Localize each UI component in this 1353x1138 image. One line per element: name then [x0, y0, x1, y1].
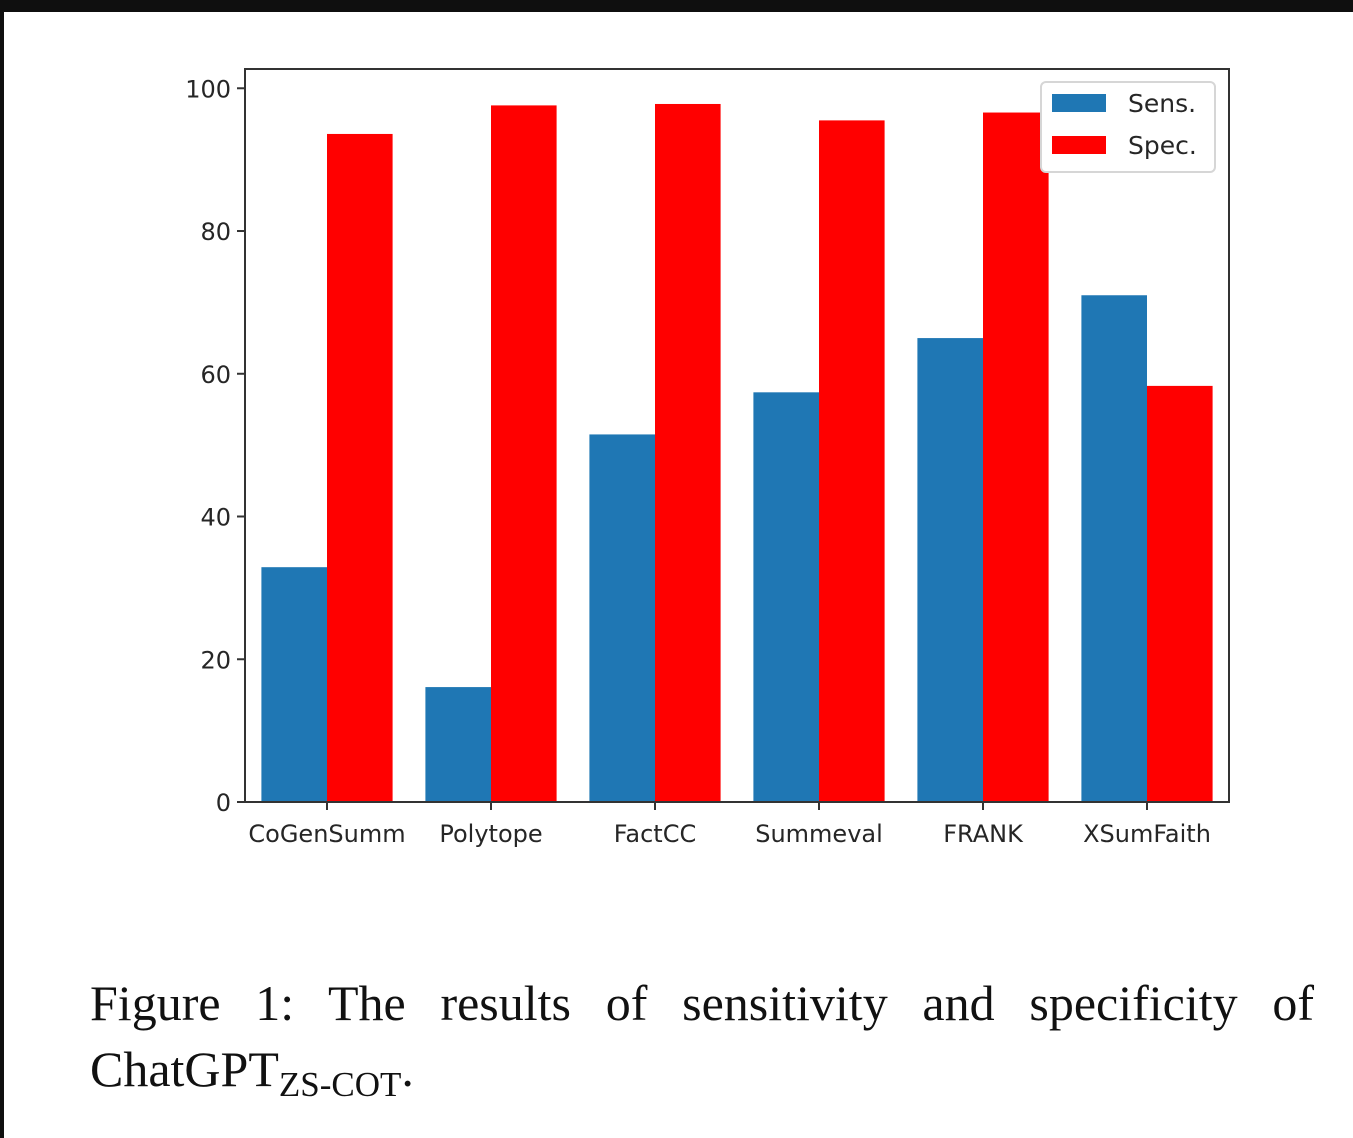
- bar-spec-xsumfaith: [1147, 385, 1213, 802]
- x-tick-label: CoGenSumm: [248, 820, 405, 848]
- x-tick-label: Summeval: [755, 820, 883, 848]
- x-tick-label: FactCC: [614, 820, 696, 848]
- caption-period: .: [401, 1041, 414, 1097]
- figure-caption: Figure 1: The results of sensitivity and…: [90, 970, 1314, 1102]
- legend-swatch-sens: [1052, 94, 1106, 112]
- bars-group: [261, 103, 1213, 803]
- y-tick-label: 0: [216, 789, 231, 817]
- bar-chart: 0 20 40 60 80 100 CoGenSumm Polytope FactCC Summ…: [185, 68, 1230, 848]
- figure-page: 0 20 40 60 80 100 CoGenSumm Polytope FactCC Summ…: [4, 12, 1353, 1138]
- caption-subscript: ZS-COT: [278, 1065, 402, 1104]
- bar-spec-frank: [983, 112, 1049, 803]
- bar-sens-xsumfaith: [1081, 295, 1147, 802]
- caption-line-2: ChatGPTZS-COT.: [90, 1041, 414, 1102]
- legend-label-spec: Spec.: [1128, 131, 1197, 160]
- y-tick-label: 100: [185, 75, 231, 103]
- x-tick-label: FRANK: [943, 820, 1024, 848]
- bar-spec-polytope: [491, 105, 557, 802]
- x-tick-label: Polytope: [439, 820, 542, 848]
- legend: Sens. Spec.: [1040, 81, 1216, 173]
- y-tick-label: 40: [200, 504, 231, 532]
- y-tick-label: 80: [200, 218, 231, 246]
- plot-frame: [244, 68, 1230, 803]
- caption-chatgpt: ChatGPT: [90, 1041, 279, 1097]
- bar-spec-summeval: [819, 120, 885, 803]
- bar-sens-polytope: [425, 687, 491, 802]
- bar-sens-summeval: [753, 392, 819, 802]
- x-axis: CoGenSumm Polytope FactCC Summeval FRANK XSum…: [248, 802, 1211, 848]
- y-axis: 0 20 40 60 80 100: [185, 75, 245, 817]
- y-tick-label: 20: [200, 646, 231, 674]
- legend-swatch-spec: [1052, 136, 1106, 154]
- legend-label-sens: Sens.: [1128, 89, 1196, 118]
- bar-sens-cogensumm: [261, 567, 327, 802]
- bar-sens-frank: [917, 338, 983, 802]
- x-tick-label: XSumFaith: [1083, 820, 1211, 848]
- bar-sens-factcc: [589, 434, 655, 802]
- caption-line-1: Figure 1: The results of sensitivity and…: [90, 975, 1314, 1031]
- y-tick-label: 60: [200, 361, 231, 389]
- bar-spec-factcc: [655, 103, 721, 803]
- bar-spec-cogensumm: [327, 133, 393, 803]
